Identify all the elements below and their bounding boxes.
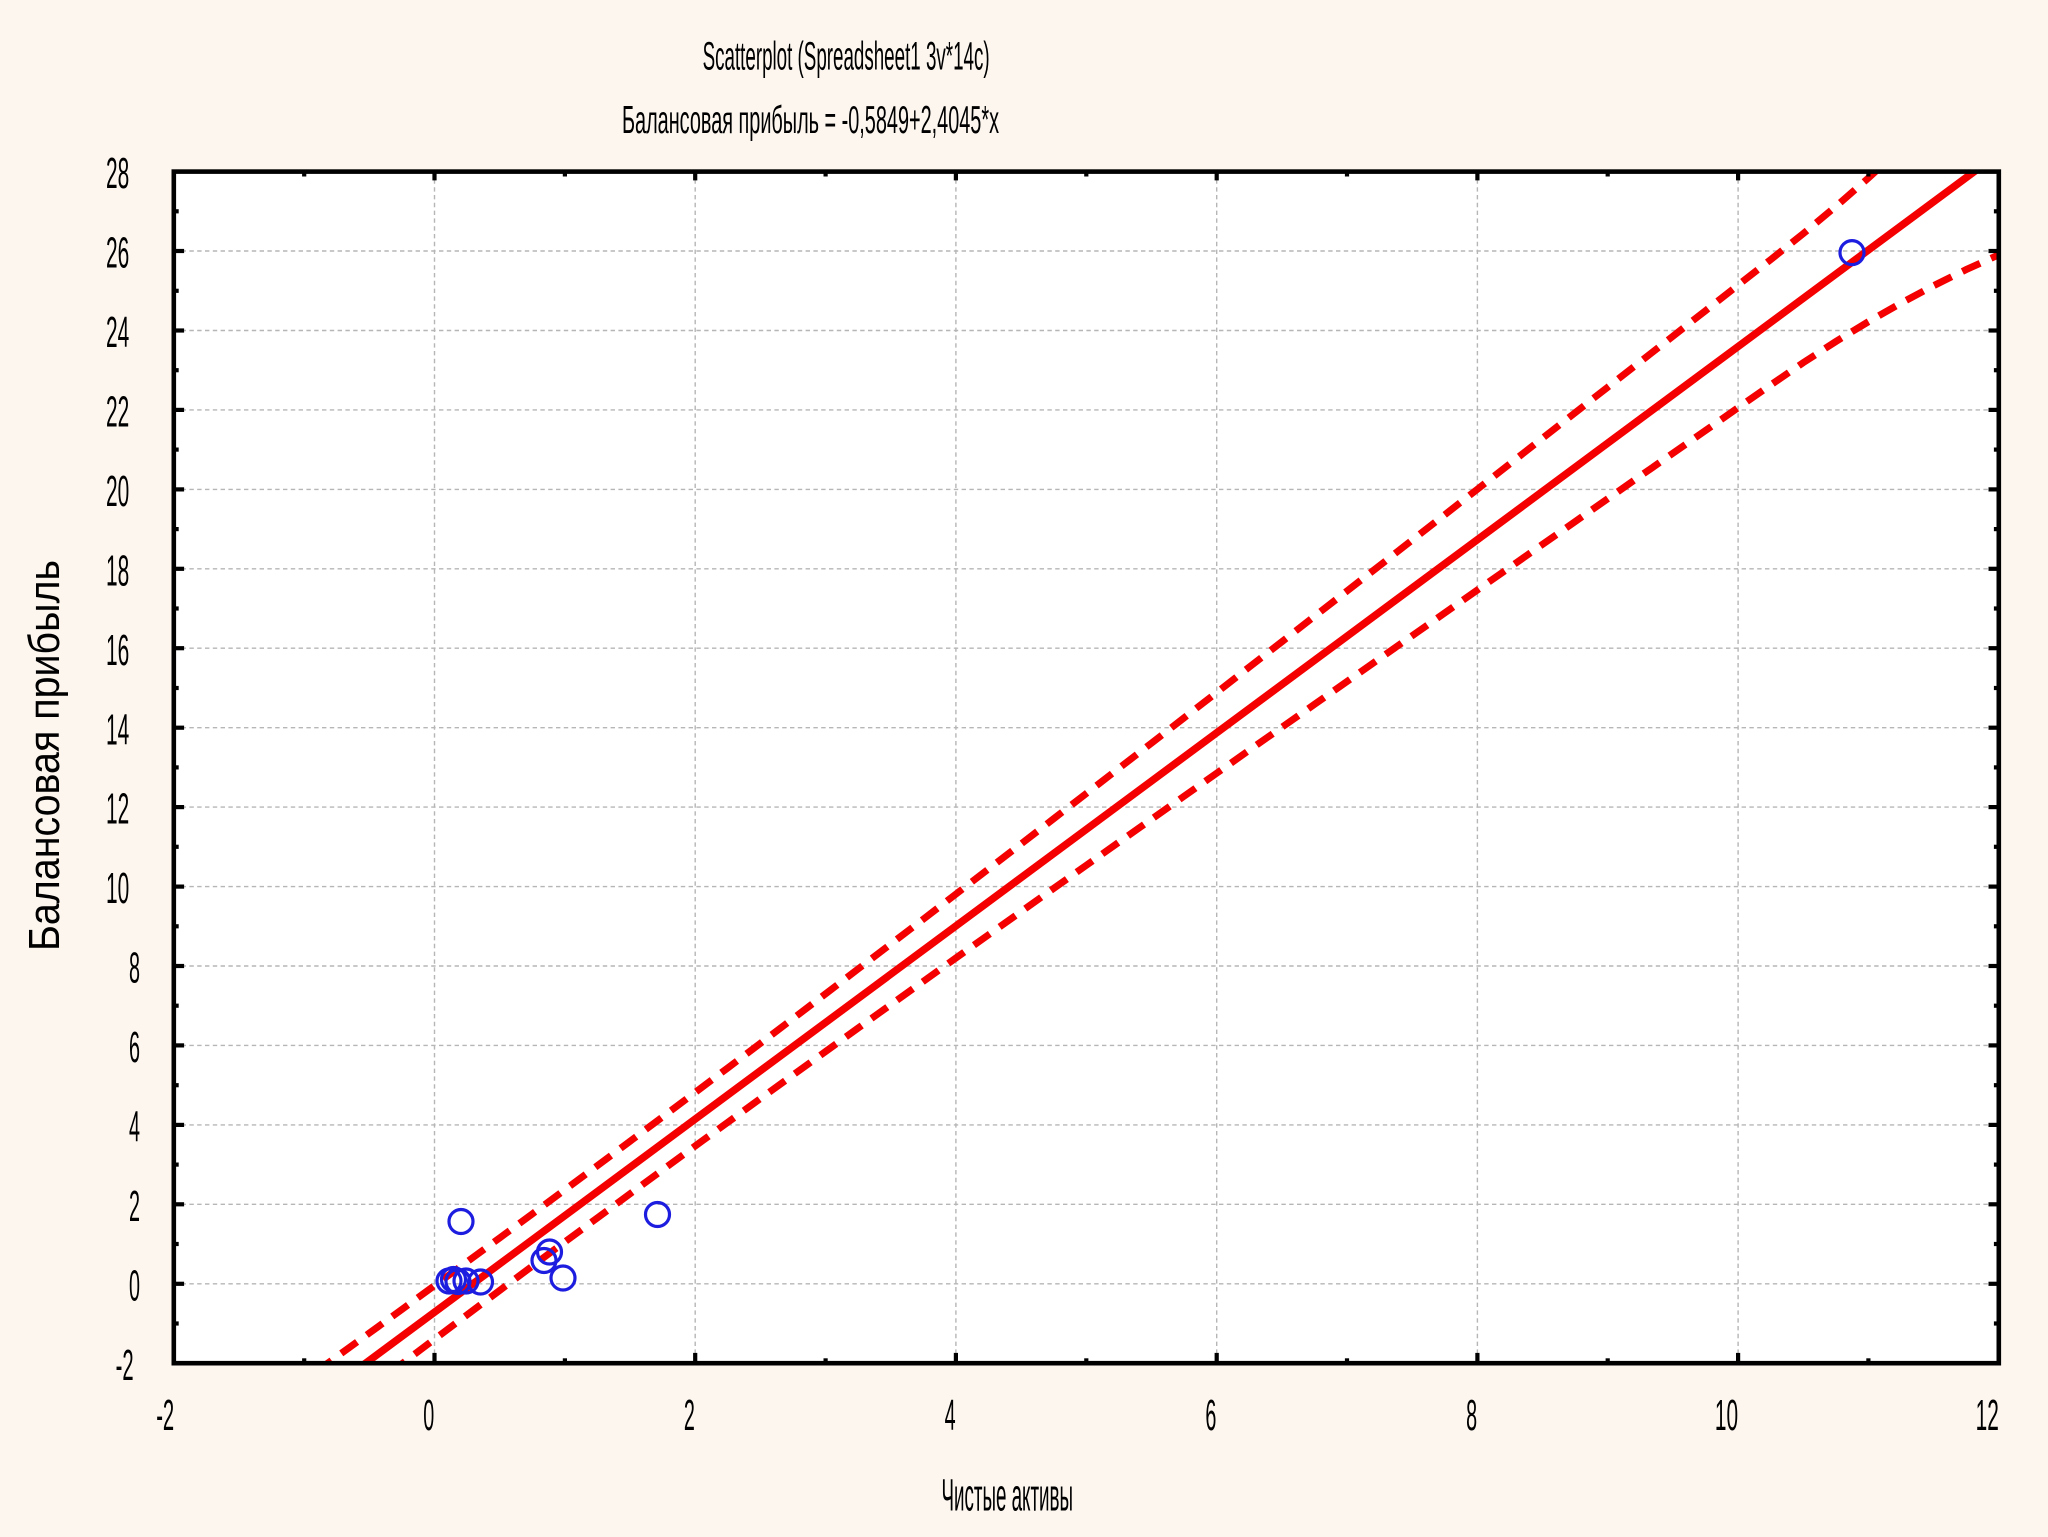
svg-text:-2: -2 [156,1391,174,1440]
svg-text:22: 22 [106,388,129,437]
svg-text:20: 20 [106,467,129,516]
svg-text:8: 8 [1466,1391,1477,1440]
svg-text:10: 10 [106,864,129,913]
svg-text:6: 6 [129,1023,140,1072]
svg-text:Scatterplot (Spreadsheet1 3v*1: Scatterplot (Spreadsheet1 3v*14c) [703,35,990,79]
svg-text:Балансовая прибыль: Балансовая прибыль [20,560,69,951]
svg-text:12: 12 [1976,1391,1999,1440]
svg-text:Чистые активы: Чистые активы [942,1470,1074,1521]
svg-text:12: 12 [106,785,129,834]
svg-text:0: 0 [423,1391,434,1440]
svg-text:4: 4 [129,1103,140,1152]
svg-text:0: 0 [129,1261,140,1310]
svg-text:10: 10 [1715,1391,1738,1440]
svg-text:26: 26 [106,229,129,278]
svg-text:2: 2 [129,1182,140,1231]
svg-text:28: 28 [106,149,129,198]
svg-text:14: 14 [106,705,129,754]
svg-text:6: 6 [1205,1391,1216,1440]
svg-text:-2: -2 [116,1341,134,1390]
svg-text:24: 24 [106,308,129,357]
svg-text:16: 16 [106,626,129,675]
svg-text:4: 4 [945,1391,956,1440]
svg-text:2: 2 [684,1391,695,1440]
svg-text:Балансовая прибыль = -0,5849+2: Балансовая прибыль = -0,5849+2,4045*x [622,99,999,142]
svg-text:8: 8 [129,944,140,993]
svg-text:18: 18 [106,546,129,595]
